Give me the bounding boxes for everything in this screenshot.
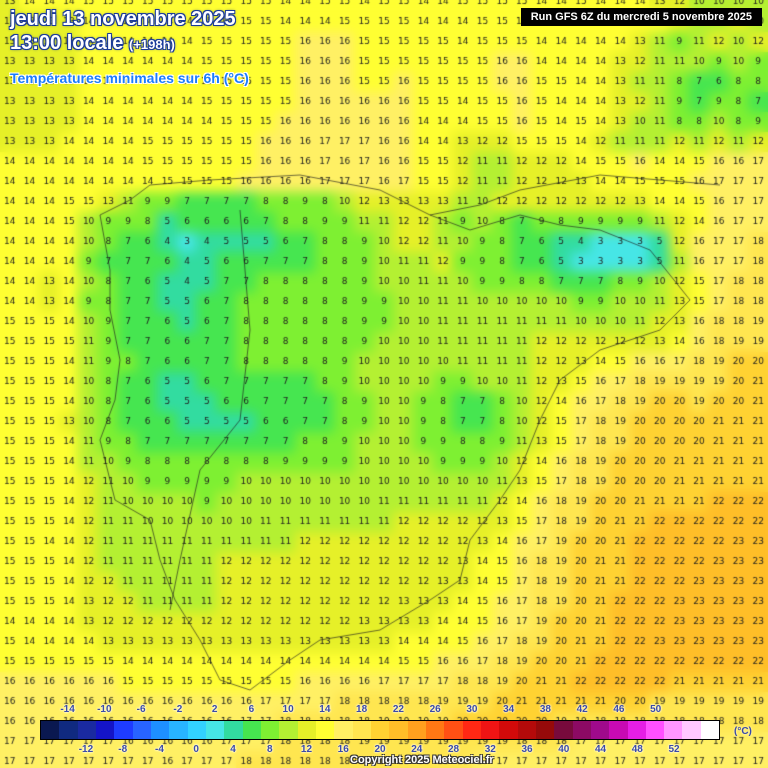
color-scale-tick-bottom: 20 bbox=[374, 744, 386, 755]
color-scale-tick-bottom: -4 bbox=[155, 744, 164, 755]
color-scale-cell bbox=[480, 721, 500, 739]
color-scale-tick-top: 6 bbox=[248, 704, 255, 715]
color-scale-tick-bottom: 44 bbox=[594, 744, 607, 755]
color-scale-tick-bottom: 0 bbox=[193, 744, 199, 755]
color-scale-tick-top: 2 bbox=[211, 704, 218, 715]
color-scale-cell bbox=[444, 721, 463, 739]
forecast-time-label: 13:00 locale bbox=[10, 32, 124, 54]
color-scale-cell bbox=[59, 721, 78, 739]
color-scale-cell bbox=[627, 721, 646, 739]
color-scale-tick-top: 38 bbox=[539, 704, 551, 715]
color-scale-cell bbox=[297, 721, 316, 739]
copyright: Copyright 2025 Meteociel.fr bbox=[350, 754, 494, 766]
color-scale-bar bbox=[40, 720, 720, 740]
run-label: Run GFS 6Z du mercredi 5 novembre 2025 bbox=[520, 8, 762, 26]
color-scale-cell bbox=[41, 721, 60, 739]
color-scale-cell bbox=[572, 721, 591, 739]
color-scale-cell bbox=[315, 721, 335, 739]
color-scale-tick-bottom: 40 bbox=[558, 744, 570, 755]
color-scale-cell bbox=[169, 721, 188, 739]
color-scale-tick-top: 18 bbox=[356, 704, 368, 715]
color-scale-cell bbox=[370, 721, 390, 739]
color-scale-cell bbox=[95, 721, 115, 739]
color-scale-cell bbox=[150, 721, 170, 739]
color-scale-cell bbox=[590, 721, 610, 739]
color-scale-cell bbox=[609, 721, 628, 739]
color-scale-tick-bottom: 52 bbox=[668, 744, 680, 755]
color-scale-tick-bottom: 24 bbox=[411, 744, 423, 755]
color-scale-tick-top: -2 bbox=[173, 704, 183, 715]
color-scale-cell bbox=[554, 721, 573, 739]
forecast-time: 13:00 locale (+198h) bbox=[10, 32, 175, 55]
color-scale-cell bbox=[224, 721, 243, 739]
map-subtitle: Températures minimales sur 6h (°C) bbox=[10, 70, 249, 86]
color-scale-cell bbox=[187, 721, 206, 739]
color-scale-tick-top: -6 bbox=[136, 704, 146, 715]
color-scale-tick-top: 50 bbox=[650, 704, 662, 715]
color-scale-tick-top: 26 bbox=[429, 704, 441, 715]
color-scale-cell bbox=[132, 721, 151, 739]
color-scale-tick-top: 30 bbox=[466, 704, 478, 715]
color-scale-cell bbox=[205, 721, 225, 739]
color-scale-cell bbox=[279, 721, 298, 739]
color-scale-tick-top: 34 bbox=[503, 704, 515, 715]
color-scale-tick-bottom: 16 bbox=[337, 744, 349, 755]
color-scale-cell bbox=[77, 721, 96, 739]
color-scale-cell bbox=[114, 721, 133, 739]
color-scale-cell bbox=[352, 721, 371, 739]
color-scale-cell bbox=[664, 721, 683, 739]
color-scale-cell bbox=[425, 721, 445, 739]
color-scale-tick-top: 10 bbox=[282, 704, 294, 715]
color-scale-tick-top: 46 bbox=[613, 704, 625, 715]
color-scale-cell bbox=[334, 721, 353, 739]
color-scale-tick-bottom: 28 bbox=[447, 744, 460, 755]
color-scale-tick-bottom: 4 bbox=[230, 744, 236, 755]
forecast-date: jeudi 13 novembre 2025 bbox=[10, 8, 236, 30]
color-scale-cell bbox=[517, 721, 536, 739]
color-scale-cell bbox=[407, 721, 426, 739]
color-scale-tick-top: -10 bbox=[97, 704, 112, 715]
color-scale-cell bbox=[499, 721, 518, 739]
color-scale-tick-top: -14 bbox=[60, 704, 75, 715]
color-scale-tick-bottom: 12 bbox=[300, 744, 313, 755]
color-scale-tick-top: 14 bbox=[319, 704, 331, 715]
color-scale-cell bbox=[389, 721, 408, 739]
color-scale-tick-bottom: 8 bbox=[266, 744, 273, 755]
color-scale-cell bbox=[645, 721, 665, 739]
color-scale-cell bbox=[462, 721, 481, 739]
color-scale-cell bbox=[260, 721, 280, 739]
color-scale-tick-bottom: 36 bbox=[521, 744, 533, 755]
color-scale-tick-bottom: 48 bbox=[631, 744, 643, 755]
color-scale-cell bbox=[682, 721, 701, 739]
color-scale-tick-bottom: -12 bbox=[78, 744, 94, 755]
color-scale-tick-bottom: 32 bbox=[484, 744, 496, 755]
color-scale-cell bbox=[535, 721, 555, 739]
color-scale-unit: (°C) bbox=[734, 726, 752, 737]
color-scale-tick-bottom: -8 bbox=[118, 744, 128, 755]
color-scale-cell bbox=[700, 721, 720, 739]
forecast-offset: (+198h) bbox=[128, 37, 175, 52]
color-scale-tick-top: 42 bbox=[576, 704, 588, 715]
color-scale-cell bbox=[242, 721, 261, 739]
color-scale-tick-top: 22 bbox=[392, 704, 404, 715]
